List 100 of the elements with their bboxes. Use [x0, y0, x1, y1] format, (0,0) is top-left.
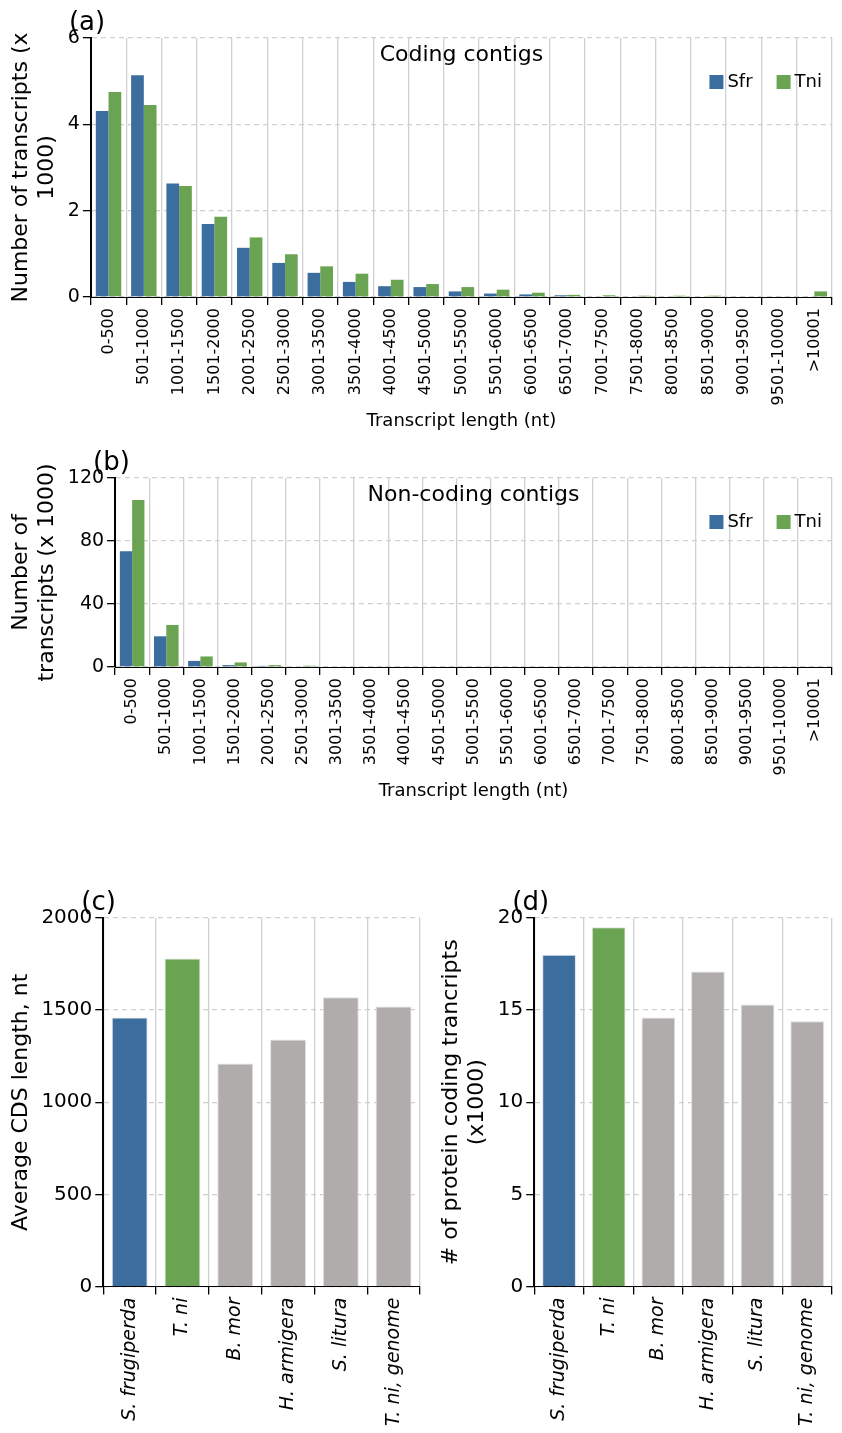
x-tick-label: 4501-5000 [415, 308, 435, 396]
bar [95, 110, 109, 297]
y-tick-label: 15 [497, 996, 524, 1021]
annotation: Coding contigs [379, 40, 544, 66]
x-tick-label: 1501-2000 [203, 308, 223, 396]
x-tick-label: 5501-6000 [496, 678, 516, 766]
bar [166, 183, 180, 297]
x-tick-label: 0-500 [97, 308, 117, 355]
y-tick-label: 80 [79, 527, 105, 550]
x-tick-label: 3501-4000 [344, 308, 364, 396]
x-tick-label: 8501-9000 [701, 678, 721, 766]
x-tick-label: 7501-8000 [633, 678, 653, 766]
y-axis-title: Average CDS length, nt [6, 973, 32, 1231]
x-tick-label: 6001-6500 [521, 308, 541, 396]
x-tick-label: S. litura [744, 1297, 767, 1372]
x-tick-label: 8001-8500 [662, 308, 682, 396]
x-tick-label: 1501-2000 [223, 678, 243, 766]
x-tick-label: 6001-6500 [530, 678, 550, 766]
legend-label: Sfr [727, 509, 754, 531]
y-tick-label: 1500 [41, 996, 93, 1021]
bar [814, 291, 828, 297]
bar [119, 551, 133, 667]
x-tick-label: 6501-7000 [565, 678, 585, 766]
x-tick-label: 9501-10000 [768, 308, 788, 406]
bar [201, 224, 215, 297]
y-tick-label: 500 [54, 1180, 93, 1205]
x-tick-label: 1001-1500 [189, 678, 209, 766]
x-tick-label: 5001-5500 [462, 678, 482, 766]
x-tick-label: 1001-1500 [168, 308, 188, 396]
x-tick-label: 2001-2500 [238, 308, 258, 396]
bar [342, 281, 356, 297]
y-axis-title: # of protein coding trancripts (x1000) [436, 939, 489, 1266]
bar [461, 287, 475, 297]
x-tick-label: S. litura [327, 1297, 350, 1372]
x-axis-title: Transcript length (nt) [365, 408, 557, 430]
x-tick-label: 7001-7500 [599, 678, 619, 766]
bar [448, 291, 462, 297]
x-tick-label: 501-1000 [155, 678, 175, 756]
x-tick-label: 8501-9000 [697, 308, 717, 396]
x-tick-label: 3501-4000 [360, 678, 380, 766]
y-axis-title: Number of transcripts (x 1000) [6, 32, 59, 303]
y-tick-label: 4 [67, 111, 80, 134]
legend-label: Sfr [727, 69, 754, 91]
legend-label: Tni [793, 509, 822, 531]
x-tick-label: B. mor [222, 1296, 245, 1361]
x-tick-label: H. armigera [274, 1297, 297, 1411]
x-tick-label: S. frugiperda [116, 1297, 139, 1421]
y-tick-label: 10 [497, 1088, 524, 1113]
x-tick-label: 7001-7500 [591, 308, 611, 396]
bar [108, 91, 122, 297]
y-tick-label: 0 [91, 653, 105, 676]
x-tick-label: 9001-9500 [735, 678, 755, 766]
bar [390, 279, 404, 297]
y-tick-label: 5 [510, 1180, 524, 1205]
x-tick-label: 2001-2500 [257, 678, 277, 766]
bar [179, 186, 192, 297]
bar [132, 500, 145, 667]
x-tick-label: 5501-6000 [485, 308, 505, 396]
bar [143, 104, 157, 297]
x-tick-label: T. ni [169, 1296, 192, 1337]
x-tick-label: >10001 [804, 678, 824, 743]
bar [234, 662, 247, 667]
x-tick-label: 6501-7000 [556, 308, 576, 396]
bar [249, 237, 263, 297]
x-axis-title: Transcript length (nt) [377, 778, 569, 800]
y-axis-title: Number of transcripts (x 1000) [6, 463, 59, 682]
bar [272, 262, 285, 297]
x-tick-label: 8001-8500 [667, 678, 687, 766]
bar [413, 287, 427, 297]
bar [131, 75, 144, 297]
x-tick-label: 4001-4500 [394, 678, 414, 766]
x-tick-label: T. ni, genome [794, 1297, 817, 1427]
x-tick-label: T. ni, genome [380, 1297, 403, 1427]
x-tick-label: 9501-10000 [769, 678, 789, 776]
bar [153, 636, 167, 667]
x-tick-label: 3001-3500 [326, 678, 346, 766]
y-tick-label: 40 [79, 590, 105, 613]
x-tick-label: 2501-3000 [274, 308, 294, 396]
bar [200, 656, 213, 667]
x-tick-label: 4501-5000 [428, 678, 448, 766]
bar [320, 266, 333, 297]
bar [355, 273, 369, 297]
x-tick-label: 2501-3000 [291, 678, 311, 766]
x-tick-label: T. ni [595, 1296, 618, 1337]
bar [166, 624, 179, 667]
bar [307, 272, 321, 297]
bar [284, 254, 298, 297]
x-tick-label: 7501-8000 [627, 308, 647, 396]
x-tick-label: B. mor [645, 1296, 668, 1361]
x-tick-label: 9001-9500 [732, 308, 752, 396]
x-tick-label: H. armigera [694, 1297, 717, 1411]
x-tick-label: 3001-3500 [309, 308, 329, 396]
legend-label: Tni [793, 69, 822, 91]
x-tick-label: S. frugiperda [546, 1297, 568, 1421]
bar [214, 216, 228, 297]
x-tick-label: >10001 [803, 308, 823, 373]
y-tick-label: 0 [79, 1272, 93, 1297]
bar [236, 247, 250, 297]
annotation: Non-coding contigs [367, 480, 580, 506]
y-tick-label: 0 [510, 1272, 524, 1297]
